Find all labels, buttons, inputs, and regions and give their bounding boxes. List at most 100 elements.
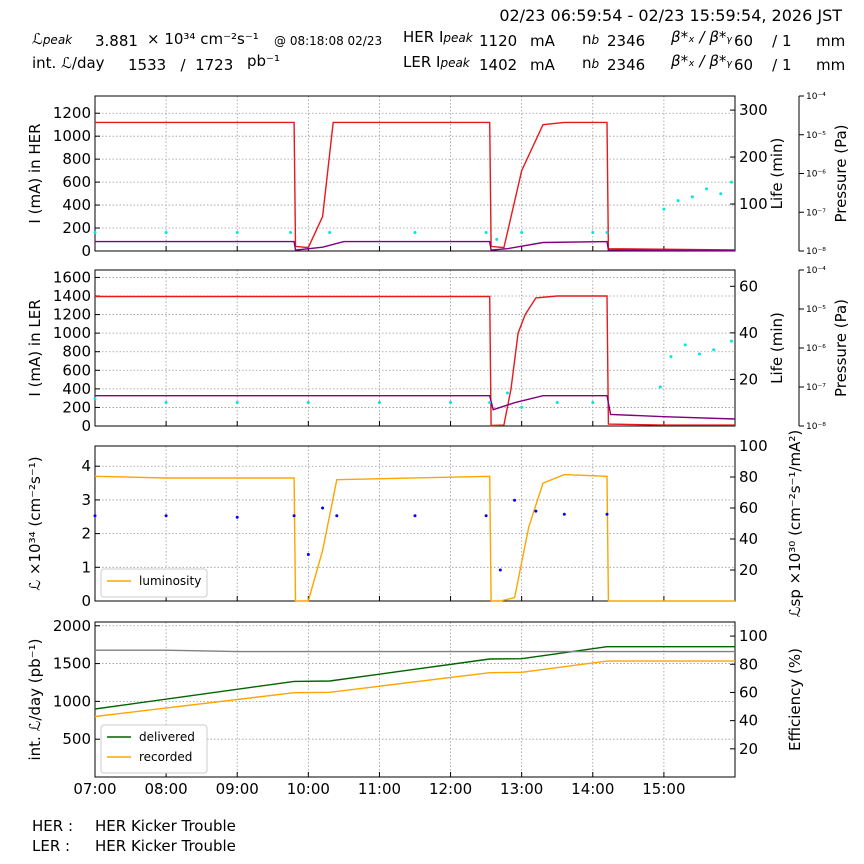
data-point-pressure (306, 401, 310, 405)
x-tick-label: 15:00 (642, 780, 685, 798)
y2-tick-label: 20 (739, 561, 758, 579)
data-point-pressure (676, 199, 680, 203)
data-point-specific (235, 515, 239, 519)
data-point-specific (605, 512, 609, 516)
lpeak-label: ℒpeak (32, 30, 73, 48)
data-point-specific (306, 553, 310, 556)
x-tick-label: 11:00 (358, 780, 401, 798)
data-point-specific (498, 568, 502, 572)
data-point-specific (484, 514, 488, 518)
series-line-recorded (94, 660, 735, 718)
y-tick-label: 1200 (53, 104, 91, 122)
her-ipeak-label: HER Ipeak (403, 28, 473, 46)
data-point-pressure (93, 397, 97, 401)
y-tick-label: 1200 (53, 306, 91, 324)
ler-ipeak-unit: mA (530, 56, 555, 74)
y2-axis-label: Life (min) (768, 312, 786, 384)
lpeak-unit: × 10³⁴ cm⁻²s⁻¹ (147, 30, 259, 48)
y-tick-label: 1 (81, 558, 91, 576)
y-tick-label: 0 (81, 417, 91, 435)
pressure-axis-label: Pressure (Pa) (832, 299, 850, 397)
y-tick-label: 1000 (53, 127, 91, 145)
her-beta-unit: mm (816, 32, 846, 50)
data-point-pressure (235, 401, 239, 405)
data-point-pressure (591, 231, 595, 235)
data-point-pressure (413, 231, 417, 235)
data-point-pressure (520, 231, 524, 235)
her-beta-value: 60 / 1 (734, 32, 792, 50)
data-point-pressure (697, 352, 701, 356)
data-point-pressure (719, 192, 723, 196)
footer-her-label: HER : (32, 817, 74, 835)
data-point-pressure (712, 348, 716, 352)
y2-axis-label: Efficiency (%) (786, 648, 804, 751)
series-line-efficiency (95, 649, 735, 653)
legend-label: delivered (139, 730, 195, 744)
y2-tick-label: 60 (739, 499, 758, 517)
series-line-current (95, 121, 736, 251)
pressure-tick-label: 10⁻⁴ (806, 266, 826, 276)
ler-ipeak-value: 1402 (479, 56, 518, 74)
y2-tick-label: 100 (739, 437, 768, 455)
data-point-pressure (669, 355, 673, 359)
data-point-pressure (495, 237, 499, 241)
data-point-pressure (449, 401, 453, 405)
pressure-tick-label: 10⁻⁸ (806, 422, 826, 432)
y-axis-label: ℒ ×10³⁴ (cm⁻²s⁻¹) (26, 456, 44, 590)
series-line-delivered (94, 646, 735, 710)
pressure-axis-label: Pressure (Pa) (832, 124, 850, 222)
data-point-specific (534, 509, 538, 513)
y-tick-label: 600 (62, 361, 91, 379)
y2-tick-label: 40 (739, 712, 758, 730)
data-point-pressure (729, 180, 733, 184)
y-tick-label: 1600 (53, 268, 91, 286)
her-beta-label: β*ₓ / β*ᵧ (671, 28, 732, 46)
pressure-tick-label: 10⁻⁴ (806, 92, 826, 102)
x-tick-label: 10:00 (287, 780, 330, 798)
data-point-pressure (662, 207, 666, 211)
y-tick-label: 0 (81, 592, 91, 610)
y-tick-label: 400 (62, 380, 91, 398)
plot-frame (94, 95, 736, 252)
y-tick-label: 1000 (53, 692, 91, 710)
y2-tick-label: 20 (739, 740, 758, 758)
lpeak-value: 3.881 (95, 32, 138, 50)
y2-tick-label: 60 (739, 277, 758, 295)
data-point-pressure (488, 401, 492, 405)
y-axis-label: I (mA) in LER (26, 299, 44, 396)
x-tick-label: 09:00 (216, 780, 259, 798)
plot-frame (94, 621, 736, 778)
her-ipeak-value: 1120 (479, 32, 518, 50)
data-point-pressure (658, 385, 662, 389)
data-point-pressure (520, 405, 524, 409)
y2-tick-label: 20 (739, 370, 758, 388)
y2-tick-label: 100 (739, 627, 768, 645)
time-range: 02/23 06:59:54 - 02/23 15:59:54, 2026 JS… (499, 6, 842, 25)
y-tick-label: 800 (62, 343, 91, 361)
y2-tick-label: 80 (739, 468, 758, 486)
ler-beta-label: β*ₓ / β*ᵧ (671, 52, 732, 70)
y-tick-label: 400 (62, 196, 91, 214)
x-tick-label: 07:00 (73, 780, 116, 798)
data-point-specific (335, 514, 339, 518)
data-point-specific (93, 514, 97, 518)
pressure-tick-label: 10⁻⁶ (806, 170, 826, 180)
y2-axis-label: Life (min) (768, 138, 786, 210)
data-point-pressure (683, 343, 687, 347)
y-tick-label: 800 (62, 150, 91, 168)
data-point-pressure (235, 231, 239, 235)
y2-tick-label: 100 (739, 195, 768, 213)
intl-unit: pb⁻¹ (247, 52, 280, 70)
data-point-pressure (705, 187, 709, 191)
y-tick-label: 4 (81, 457, 91, 475)
her-nb-label: nb (582, 30, 600, 48)
pressure-tick-label: 10⁻⁸ (806, 247, 826, 257)
y-tick-label: 500 (62, 730, 91, 748)
pressure-tick-label: 10⁻⁶ (806, 344, 826, 354)
plot-frame (94, 269, 736, 427)
footer-her-status: HER Kicker Trouble (95, 817, 236, 835)
ler-nb-label: nb (582, 54, 600, 72)
x-tick-label: 12:00 (429, 780, 472, 798)
plot-frame (94, 445, 736, 602)
data-point-pressure (289, 231, 293, 235)
